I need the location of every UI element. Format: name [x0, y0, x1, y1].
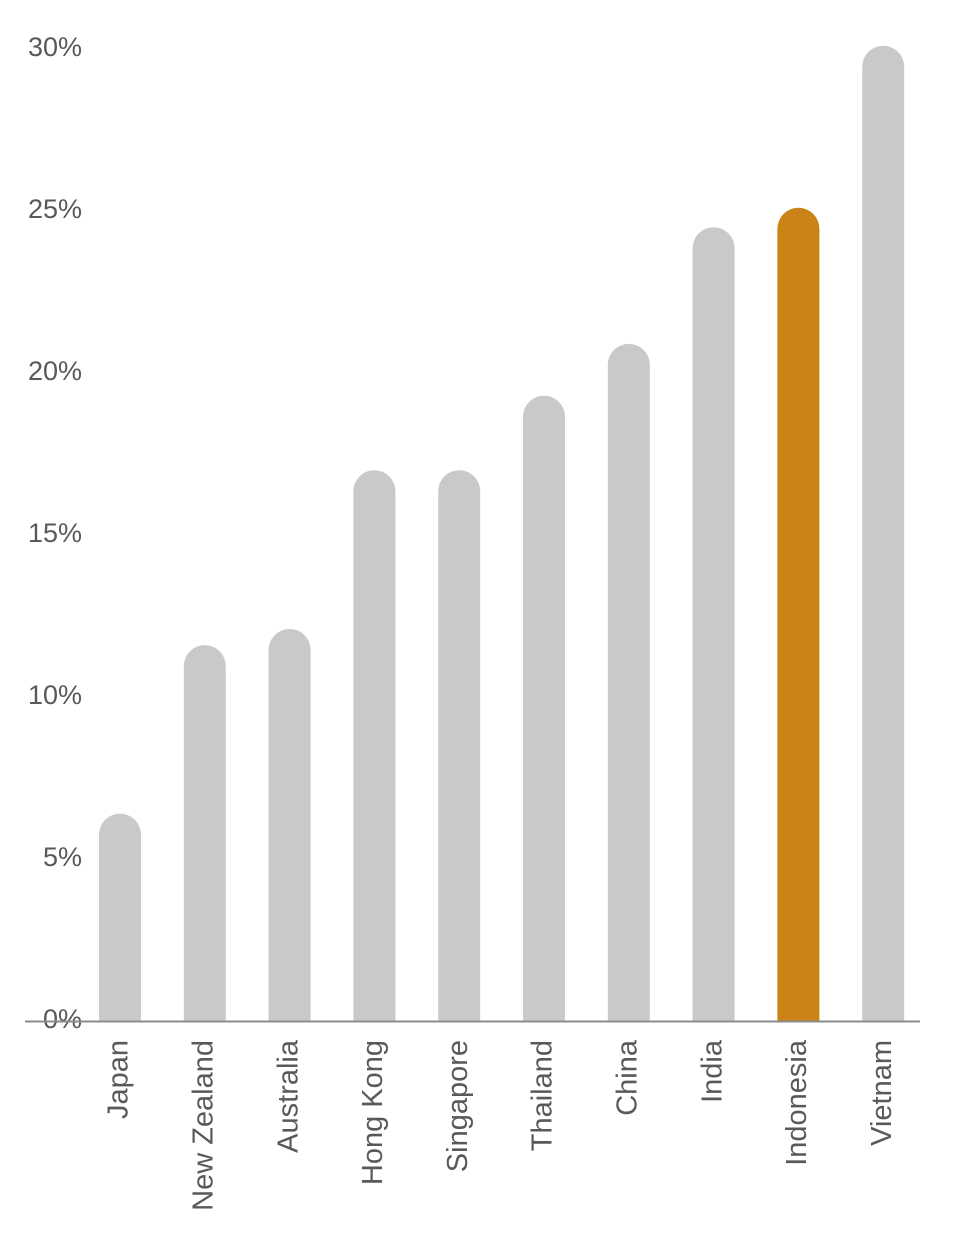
- x-category-label: Japan: [103, 1040, 135, 1119]
- x-category-label: New Zealand: [187, 1040, 219, 1211]
- x-category-label: Hong Kong: [357, 1040, 389, 1185]
- bar-china: [607, 343, 650, 1022]
- x-category-label: Indonesia: [781, 1039, 813, 1166]
- bar-thailand: [523, 395, 565, 1021]
- x-category-label: Singapore: [442, 1040, 474, 1172]
- y-tick-label: 10%: [28, 680, 82, 710]
- bar-japan: [99, 813, 141, 1021]
- y-tick-label: 15%: [28, 518, 82, 548]
- bar-singapore: [438, 470, 481, 1021]
- y-tick-label: 30%: [28, 32, 82, 62]
- bar-australia: [268, 628, 311, 1021]
- bar-indonesia: [777, 207, 820, 1021]
- y-tick-label: 5%: [43, 842, 82, 872]
- bars: [99, 45, 905, 1022]
- x-category-label: Australia: [272, 1039, 304, 1153]
- y-tick-label: 20%: [28, 356, 82, 386]
- y-axis-ticks: 0% 5% 10% 15% 20% 25% 30%: [28, 32, 82, 1034]
- x-category-label: China: [611, 1039, 643, 1116]
- x-category-label: Vietnam: [866, 1040, 898, 1146]
- bar-hong-kong: [353, 470, 396, 1021]
- bar-india: [692, 227, 735, 1021]
- y-tick-label: 0%: [43, 1004, 82, 1034]
- y-tick-label: 25%: [28, 194, 82, 224]
- x-category-label: India: [696, 1039, 728, 1103]
- bar-vietnam: [862, 45, 905, 1021]
- bar-new-zealand: [183, 645, 226, 1021]
- x-axis-labels: Japan New Zealand Australia Hong Kong Singap…: [103, 1039, 898, 1211]
- x-category-label: Thailand: [527, 1040, 559, 1151]
